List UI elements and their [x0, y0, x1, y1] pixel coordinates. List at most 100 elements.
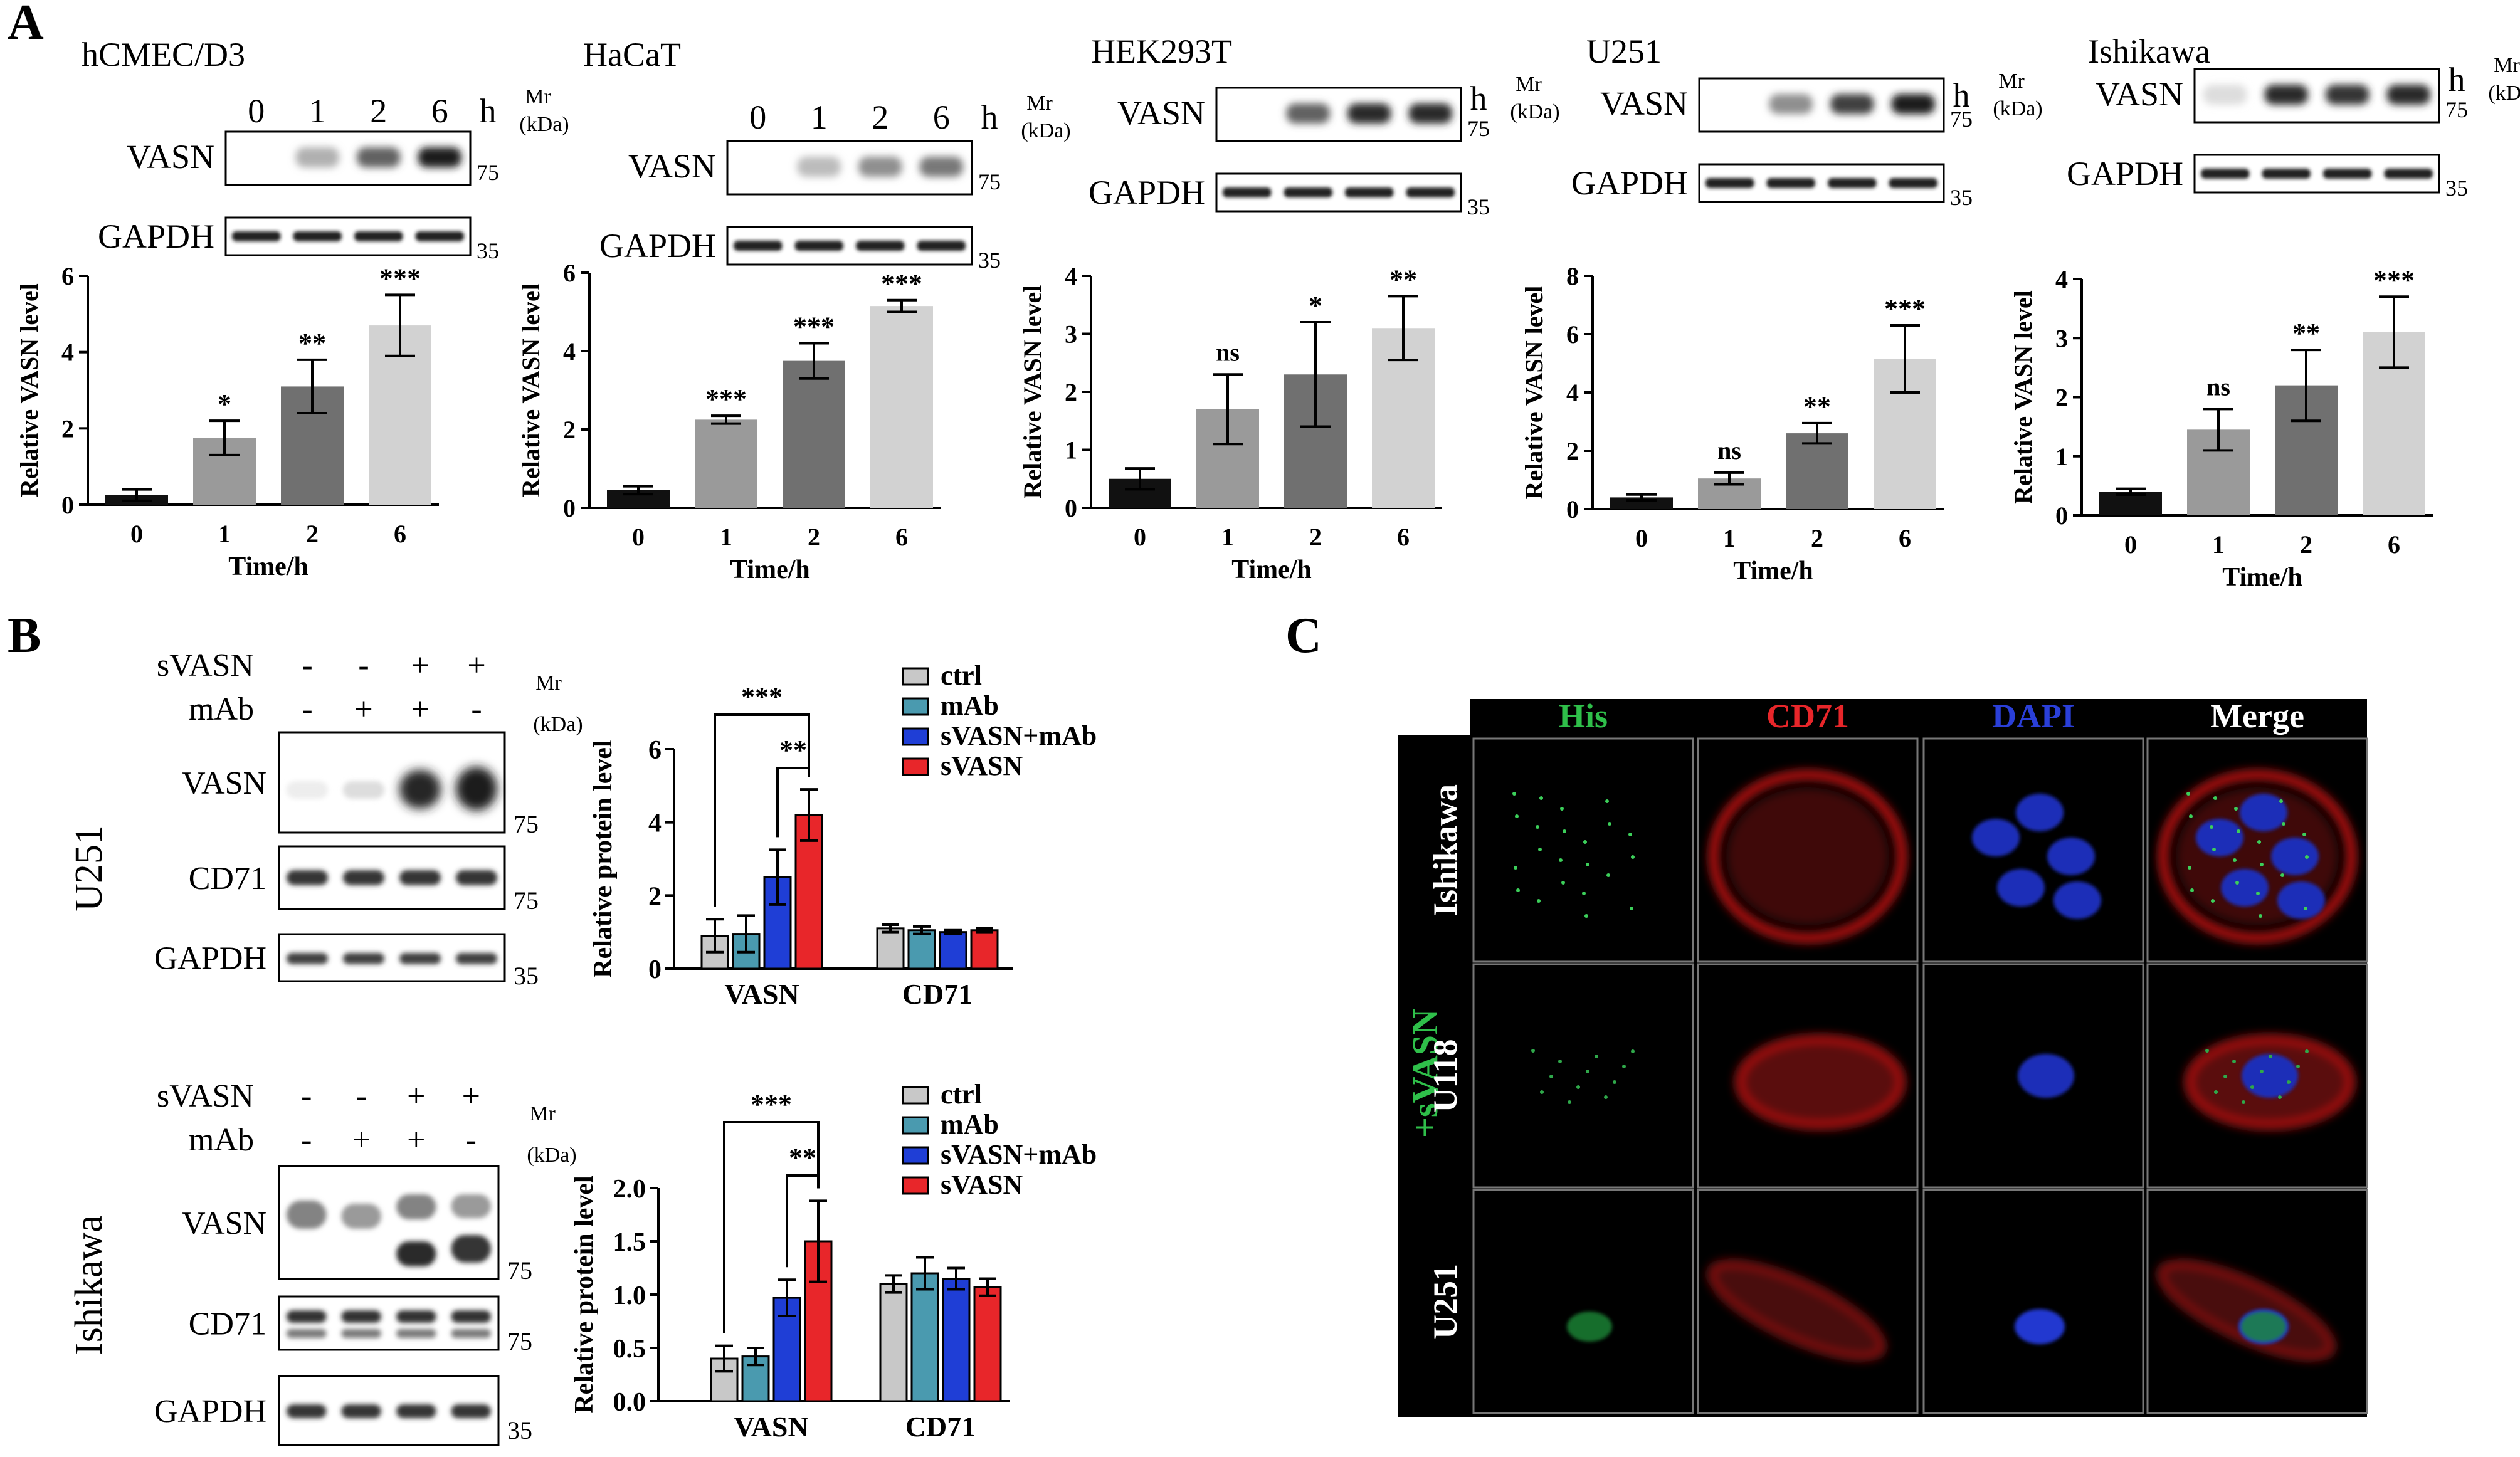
significance-label: ***: [741, 681, 783, 712]
his-puncta: [1605, 799, 1609, 803]
bar: [973, 1286, 1002, 1402]
gapdh-band: [1766, 178, 1815, 188]
his-puncta: [1536, 825, 1539, 829]
his-signal: [1567, 1312, 1612, 1342]
his-puncta: [1628, 833, 1632, 836]
legend-label: sVASN: [941, 750, 1023, 781]
micrograph-u251-dapi: [1922, 1189, 2144, 1414]
significance-label: *: [1309, 290, 1322, 321]
lane-time-label: 0: [749, 98, 766, 136]
his-puncta: [2233, 858, 2237, 862]
bar: [1610, 497, 1673, 509]
vasn-band: [2386, 85, 2430, 105]
vasn-label: VASN: [2096, 75, 2183, 113]
cytoplasm-signal: [1726, 787, 1889, 925]
mw-marker: 75: [1950, 107, 1973, 132]
x-tick-label: 6: [895, 523, 908, 551]
lane-time-label: h: [480, 92, 497, 130]
panel-label-c: C: [1285, 608, 1322, 663]
column-header-bar: [1470, 699, 2367, 735]
lane-time-label: h: [981, 98, 998, 136]
y-tick-label: 0: [1566, 495, 1579, 523]
cell-line-title: HaCaT: [583, 36, 681, 73]
x-tick-label: 1: [1723, 524, 1736, 552]
his-puncta: [2186, 792, 2190, 796]
y-tick-label: 2.0: [613, 1175, 646, 1204]
bar: [939, 931, 967, 970]
his-puncta: [2305, 1049, 2309, 1053]
micrograph-u251-merge: [2146, 1189, 2368, 1414]
band: [456, 953, 497, 964]
nucleus-signal: [2016, 794, 2064, 831]
his-puncta: [1576, 1085, 1580, 1089]
legend-swatch: [902, 757, 929, 776]
mw-marker: 35: [507, 1416, 532, 1444]
cell-signal: [1736, 1035, 1905, 1129]
band: [341, 1310, 381, 1323]
band: [396, 1329, 436, 1338]
significance-label: ***: [793, 312, 835, 342]
his-puncta: [2302, 833, 2306, 836]
y-tick-label: 2: [563, 416, 576, 444]
mw-marker: 75: [507, 1327, 532, 1355]
x-axis-title: Time/h: [228, 552, 308, 581]
sign: +: [467, 648, 485, 683]
vasn-band: [2203, 85, 2247, 105]
y-tick-label: 1.0: [613, 1281, 646, 1310]
nucleus-signal: [2242, 1054, 2298, 1098]
micrograph-ishikawa-merge: [2146, 737, 2368, 963]
mw-marker: 75: [507, 1256, 532, 1285]
y-tick-label: 3: [2055, 324, 2068, 352]
legend-label: sVASN+mAb: [941, 720, 1097, 751]
band: [287, 870, 328, 885]
vasn-band: [295, 147, 339, 167]
mr-label: Mr: [529, 1102, 556, 1125]
his-puncta: [2260, 1070, 2264, 1073]
y-tick-label: 0: [1065, 494, 1077, 522]
band: [451, 1404, 491, 1418]
significance-label: **: [1803, 391, 1831, 422]
micrograph-u118-cd71: [1697, 963, 1919, 1189]
x-tick-label: 0: [1134, 523, 1146, 551]
y-tick-label: 2: [61, 414, 74, 443]
micrograph-frame: [1922, 737, 2144, 963]
vasn-label: VASN: [1117, 94, 1205, 132]
micrograph-frame: [1922, 1189, 2144, 1414]
sign: +: [352, 1122, 371, 1158]
gapdh-band: [1828, 178, 1877, 188]
legend-swatch: [902, 1086, 929, 1105]
significance-label: ns: [1216, 338, 1240, 366]
row-label: U251: [1426, 1264, 1464, 1339]
y-tick-label: 2: [1566, 437, 1579, 465]
y-tick-label: 2: [2055, 384, 2068, 412]
band: [451, 1329, 491, 1338]
band: [341, 1204, 381, 1229]
kda-label: (kDa): [533, 713, 583, 736]
his-puncta: [1568, 1100, 1571, 1104]
significance-label: *: [218, 389, 231, 419]
his-puncta: [1584, 914, 1588, 918]
x-axis-title: Time/h: [1231, 555, 1312, 584]
y-tick-label: 4: [2055, 265, 2068, 293]
column-header: Merge: [2210, 697, 2304, 735]
y-tick-label: 6: [563, 259, 576, 287]
x-axis-title: Time/h: [1733, 557, 1813, 586]
panel-a-set-5: Ishikawa0126hMr(kDa)VASN75GAPDH35012340n…: [2009, 33, 2520, 592]
his-puncta: [2232, 1060, 2236, 1063]
sign: -: [466, 1122, 477, 1158]
his-puncta: [1606, 873, 1610, 877]
legend-swatch: [902, 1176, 929, 1195]
his-puncta: [1586, 863, 1589, 866]
gapdh-band: [1889, 178, 1937, 188]
gapdh-band: [354, 231, 403, 241]
lane-time-label: h: [1470, 80, 1487, 117]
y-tick-label: 0.5: [613, 1335, 646, 1364]
x-axis-title: Time/h: [730, 555, 810, 584]
band: [456, 870, 497, 885]
sign: +: [407, 1078, 425, 1114]
his-puncta: [1586, 1070, 1589, 1073]
lane-time-label: 0: [248, 92, 265, 130]
kda-label: (kDa): [527, 1144, 576, 1167]
